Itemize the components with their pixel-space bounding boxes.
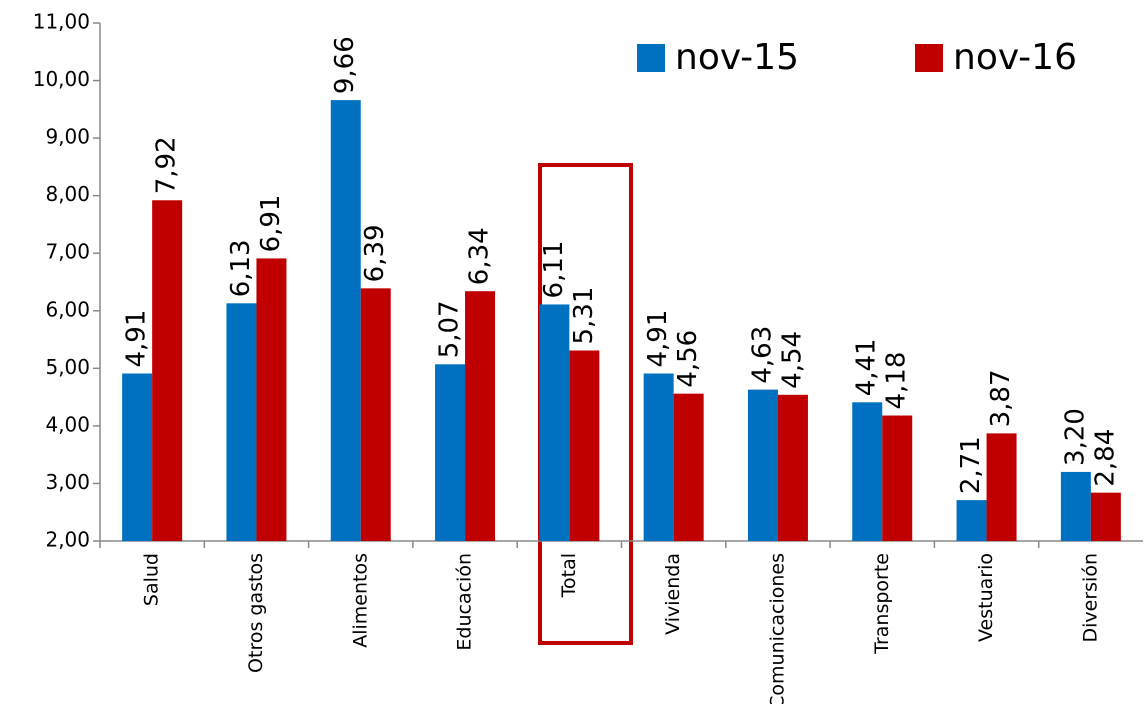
bar: [643, 373, 674, 541]
x-tick-label: Transporte: [871, 553, 893, 655]
x-tick-label: Vivienda: [662, 553, 684, 635]
value-label: 6,91: [256, 195, 286, 253]
value-label: 6,13: [226, 239, 256, 297]
bar: [986, 433, 1017, 541]
legend-swatch: [915, 44, 943, 72]
legend-label: nov-15: [675, 37, 799, 78]
value-label: 2,71: [956, 436, 986, 494]
y-tick-label: 8,00: [45, 182, 90, 206]
x-tick-label: Comunicaciones: [766, 553, 788, 704]
bar: [330, 100, 361, 541]
y-tick-label: 11,00: [33, 10, 90, 34]
y-tick-label: 7,00: [45, 240, 90, 264]
value-label: 6,39: [360, 224, 390, 282]
value-label: 4,91: [122, 310, 152, 368]
y-tick-label: 6,00: [45, 297, 90, 321]
legend-swatch: [637, 44, 665, 72]
bar: [539, 304, 570, 541]
x-tick-label: Total: [558, 553, 580, 598]
value-label: 2,84: [1090, 429, 1120, 487]
legend-label: nov-16: [953, 37, 1077, 78]
value-label: 4,18: [882, 352, 912, 410]
value-label: 3,20: [1060, 408, 1090, 466]
value-label: 4,41: [852, 338, 882, 396]
value-label: 4,91: [643, 310, 673, 368]
value-label: 7,92: [152, 136, 182, 194]
y-tick-label: 4,00: [45, 412, 90, 436]
x-tick-label: Diversión: [1079, 553, 1101, 643]
value-label: 5,07: [435, 300, 465, 358]
y-tick-label: 3,00: [45, 470, 90, 494]
y-tick-label: 5,00: [45, 355, 90, 379]
bar: [747, 389, 778, 541]
x-tick-label: Salud: [141, 553, 163, 606]
x-tick-label: Alimentos: [349, 553, 371, 648]
bar: [1060, 471, 1091, 541]
bar: [122, 373, 153, 541]
bar: [435, 364, 466, 541]
y-tick-label: 9,00: [45, 125, 90, 149]
bar: [256, 258, 287, 541]
value-label: 9,66: [330, 36, 360, 94]
x-tick-label: Vestuario: [975, 553, 997, 642]
value-label: 4,54: [777, 331, 807, 389]
value-label: 6,11: [539, 241, 569, 299]
bar: [569, 350, 600, 541]
bar: [226, 303, 257, 541]
y-tick-label: 2,00: [45, 528, 90, 552]
bar: [673, 393, 704, 541]
bar: [956, 500, 987, 541]
bar: [360, 288, 391, 541]
bar: [152, 200, 183, 541]
bar: [777, 394, 808, 541]
value-label: 3,87: [986, 369, 1016, 427]
bar: [1090, 492, 1121, 541]
value-label: 6,34: [465, 227, 495, 285]
y-tick-label: 10,00: [33, 67, 90, 91]
bar: [882, 415, 913, 541]
bar: [465, 291, 496, 541]
value-label: 4,56: [673, 330, 703, 388]
x-tick-label: Educación: [454, 553, 476, 651]
value-label: 4,63: [747, 326, 777, 384]
value-label: 5,31: [569, 287, 599, 345]
bar: [852, 402, 883, 541]
x-tick-label: Otros gastos: [245, 553, 267, 673]
